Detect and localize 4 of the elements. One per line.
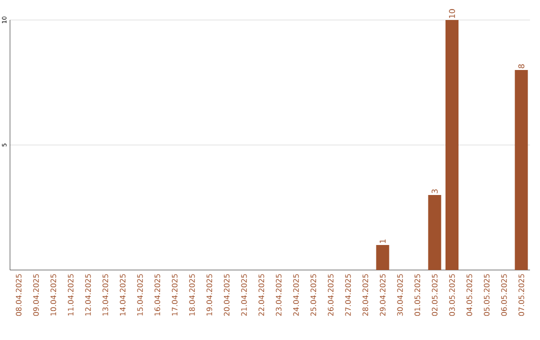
bar	[428, 195, 442, 270]
bar	[446, 20, 459, 270]
bar	[514, 70, 528, 270]
bar	[376, 245, 390, 270]
